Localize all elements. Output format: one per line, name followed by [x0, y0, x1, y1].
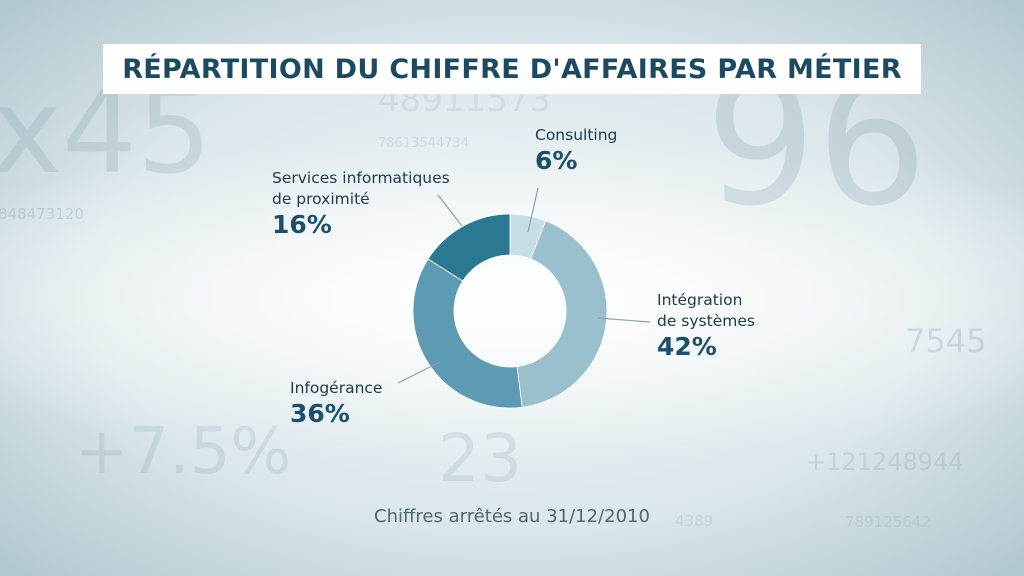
leader-line-integration — [597, 317, 651, 323]
slice-infogerance — [412, 258, 523, 409]
label-integration-line2: de systèmes — [657, 312, 755, 330]
slice-integration — [516, 220, 608, 408]
label-integration-pct: 42% — [657, 332, 717, 361]
label-infogerance-name: Infogérance — [290, 379, 383, 397]
label-consulting-pct: 6% — [535, 146, 578, 175]
chart-title: RÉPARTITION DU CHIFFRE D'AFFAIRES PAR MÉ… — [122, 53, 902, 85]
label-integration-line1: Intégration — [657, 291, 743, 309]
label-services-line1: Services informatiques — [272, 169, 450, 187]
label-integration: Intégration de systèmes 42% — [657, 290, 755, 362]
label-services-line2: de proximité — [272, 190, 370, 208]
label-services-pct: 16% — [272, 210, 332, 239]
footnote: Chiffres arrêtés au 31/12/2010 — [374, 506, 650, 527]
slice-services — [427, 213, 511, 282]
label-consulting-name: Consulting — [535, 126, 618, 144]
label-infogerance-pct: 36% — [290, 399, 350, 428]
leader-line-services — [437, 194, 463, 227]
title-banner: RÉPARTITION DU CHIFFRE D'AFFAIRES PAR MÉ… — [103, 44, 921, 94]
label-infogerance: Infogérance 36% — [290, 378, 382, 429]
label-services: Services informatiques de proximité 16% — [272, 168, 450, 240]
leader-line-infogerance — [397, 361, 441, 384]
leader-line-consulting — [527, 187, 539, 233]
label-consulting: Consulting 6% — [535, 125, 617, 176]
